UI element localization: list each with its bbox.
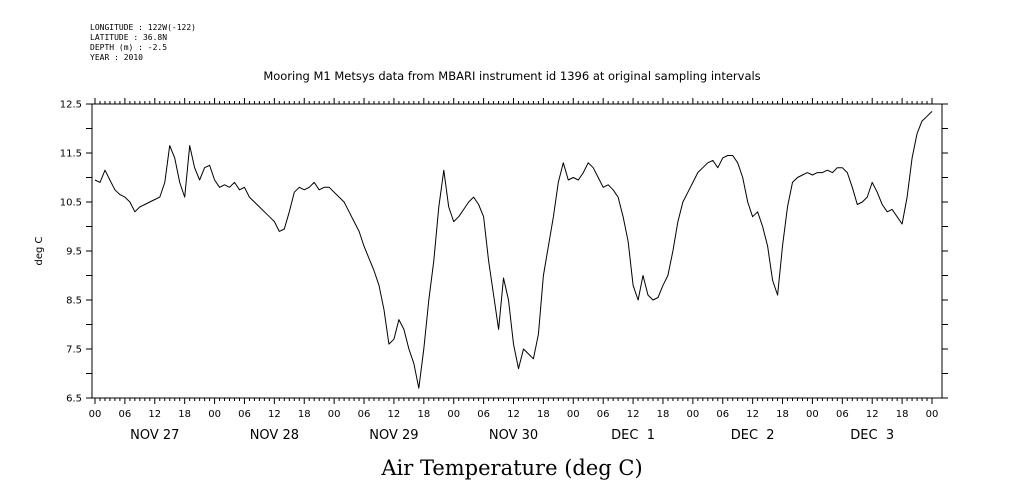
longitude-label: LONGITUDE : 122W(-122) (90, 23, 196, 32)
x-axis: 00 06 12 18 00 06 12 18 00 06 12 18 00 06 12 18 00 06 12 18… (89, 409, 939, 443)
y-tick-label: 9.5 (66, 247, 82, 258)
x-hour-tick-label: 18 (896, 409, 909, 420)
x-hour-tick-label: 06 (358, 409, 371, 420)
x-hour-tick-label: 06 (836, 409, 849, 420)
x-hour-tick-label: 06 (716, 409, 729, 420)
y-tick-label: 12.5 (60, 100, 82, 111)
x-hour-tick-label: 12 (388, 409, 401, 420)
latitude-label: LATITUDE : 36.8N (90, 33, 167, 42)
x-hour-tick-label: 18 (178, 409, 191, 420)
x-day-label: NOV 30 (489, 428, 538, 443)
y-tick-label: 6.5 (66, 394, 82, 405)
x-hour-tick-label: 06 (597, 409, 610, 420)
x-hour-tick-label: 00 (686, 409, 699, 420)
minor-ticks (94, 98, 933, 404)
x-day-label: NOV 28 (250, 428, 299, 443)
y-tick-label: 8.5 (66, 296, 82, 307)
y-axis-label: deg C (34, 236, 45, 265)
x-axis-title: Air Temperature (deg C) (380, 456, 642, 480)
x-hour-tick-label: 12 (268, 409, 281, 420)
x-hour-tick-label: 00 (89, 409, 102, 420)
plot-frame (91, 103, 943, 399)
depth-label: DEPTH (m) : -2.5 (90, 43, 167, 52)
x-hour-tick-label: 18 (417, 409, 430, 420)
y-tick-label: 7.5 (66, 345, 82, 356)
x-hour-tick-label: 18 (657, 409, 670, 420)
x-day-label: NOV 29 (369, 428, 418, 443)
x-hour-tick-label: 18 (298, 409, 311, 420)
y-tick-label: 11.5 (60, 149, 82, 160)
x-hour-tick-label: 12 (627, 409, 640, 420)
x-day-label: NOV 27 (130, 428, 179, 443)
x-hour-tick-label: 18 (537, 409, 550, 420)
year-label: YEAR : 2010 (90, 53, 143, 62)
y-axis: 6.5 7.5 8.5 9.5 10.5 11.5 12.5 (60, 100, 948, 405)
x-hour-tick-label: 18 (776, 409, 789, 420)
x-hour-tick-label: 06 (238, 409, 251, 420)
air-temperature-series-line (94, 111, 933, 389)
x-day-label: DEC 2 (731, 428, 775, 443)
x-hour-tick-label: 12 (746, 409, 759, 420)
x-hour-tick-label: 06 (477, 409, 490, 420)
chart-title: Mooring M1 Metsys data from MBARI instru… (263, 69, 760, 83)
x-hour-tick-label: 00 (208, 409, 221, 420)
y-tick-label: 10.5 (60, 198, 82, 209)
x-day-label: DEC 3 (850, 428, 894, 443)
x-hour-tick-label: 12 (866, 409, 879, 420)
x-hour-tick-label: 12 (507, 409, 520, 420)
x-day-label: DEC 1 (611, 428, 655, 443)
x-hour-tick-label: 12 (148, 409, 161, 420)
x-hour-tick-label: 00 (447, 409, 460, 420)
x-hour-tick-label: 00 (328, 409, 341, 420)
x-hour-tick-label: 06 (119, 409, 132, 420)
x-hour-tick-label: 00 (567, 409, 580, 420)
x-hour-tick-label: 00 (806, 409, 819, 420)
x-hour-tick-label: 00 (926, 409, 939, 420)
